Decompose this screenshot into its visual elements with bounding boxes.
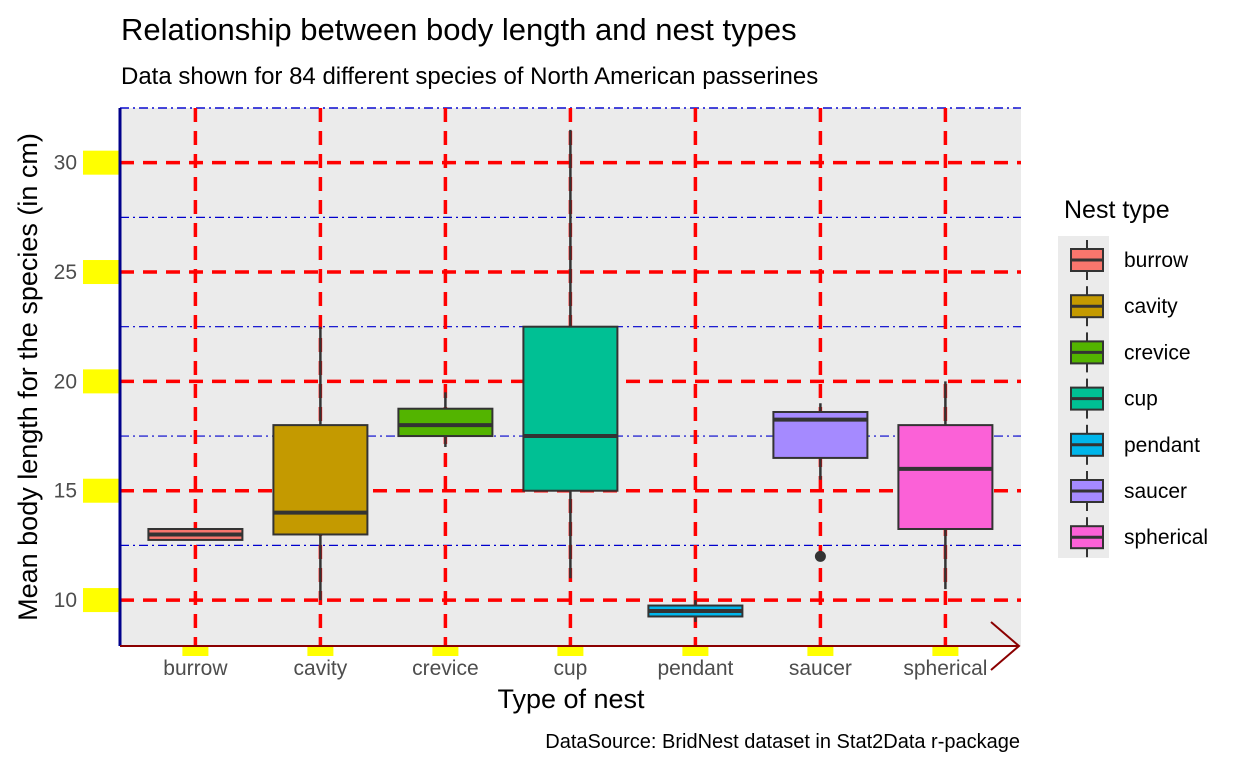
- x-tick-label: spherical: [903, 657, 987, 680]
- y-tick-label: 20: [54, 370, 77, 393]
- legend-title: Nest type: [1064, 196, 1170, 224]
- y-tick-mark: [83, 260, 120, 285]
- chart-title: Relationship between body length and nes…: [121, 12, 797, 47]
- y-tick-mark: [83, 588, 120, 613]
- legend-label: cup: [1124, 388, 1158, 411]
- boxplot: [897, 381, 994, 590]
- legend-label: crevice: [1124, 341, 1191, 364]
- boxplot: [272, 326, 369, 601]
- y-axis-ticks: 10 15 20 25 30: [54, 150, 120, 613]
- legend-key: [1070, 517, 1104, 558]
- x-tick-label: pendant: [657, 657, 733, 680]
- legend-key: [1070, 332, 1104, 373]
- outlier-point: [814, 550, 826, 562]
- x-tick-mark: [932, 646, 959, 656]
- x-tick-mark: [807, 646, 834, 656]
- y-tick-mark: [83, 150, 120, 175]
- boxplot: [147, 527, 244, 541]
- legend-key: [1070, 424, 1104, 465]
- x-tick-label: cup: [553, 657, 587, 680]
- legend-key: [1070, 286, 1104, 327]
- legend-key: [1070, 378, 1104, 419]
- x-tick-label: crevice: [412, 657, 479, 680]
- y-tick-label: 25: [54, 261, 77, 284]
- legend-key: [1070, 471, 1104, 511]
- y-tick-label: 30: [54, 152, 77, 175]
- x-axis-ticks: burrow cavity crevice cup pendant saucer spher…: [163, 646, 987, 680]
- boxplot: [772, 403, 869, 562]
- y-tick-label: 15: [54, 480, 77, 503]
- y-tick-mark: [83, 369, 120, 394]
- y-tick-label: 10: [54, 589, 77, 612]
- boxplots: [147, 129, 994, 622]
- chart-subtitle: Data shown for 84 different species of N…: [121, 63, 818, 90]
- boxplot: [397, 392, 494, 447]
- legend: burrow cavity crevice cup pendant saucer spher…: [1058, 236, 1208, 558]
- x-axis-arrowhead: [990, 621, 1021, 671]
- legend-label: cavity: [1124, 295, 1178, 318]
- x-tick-label: cavity: [294, 657, 348, 680]
- x-tick-label: burrow: [163, 657, 228, 680]
- x-tick-mark: [682, 646, 709, 656]
- x-tick-mark: [432, 646, 459, 656]
- legend-label: pendant: [1124, 434, 1200, 457]
- legend-label: saucer: [1124, 480, 1187, 503]
- x-tick-label: saucer: [789, 657, 852, 680]
- legend-key: [1070, 240, 1104, 280]
- box-body: [897, 424, 994, 530]
- x-tick-mark: [182, 646, 209, 656]
- caption: DataSource: BridNest dataset in Stat2Dat…: [545, 731, 1020, 753]
- legend-label: burrow: [1124, 249, 1189, 272]
- x-tick-mark: [307, 646, 334, 656]
- box-body: [272, 424, 369, 536]
- y-tick-mark: [83, 478, 120, 503]
- box-body: [522, 325, 619, 492]
- x-tick-mark: [557, 646, 584, 656]
- x-axis-title: Type of nest: [497, 684, 645, 714]
- boxplot: [522, 129, 619, 579]
- box-body: [397, 407, 494, 438]
- y-axis-title: Mean body length for the species (in cm): [13, 133, 43, 621]
- legend-label: spherical: [1124, 526, 1208, 549]
- boxplot: [647, 600, 744, 622]
